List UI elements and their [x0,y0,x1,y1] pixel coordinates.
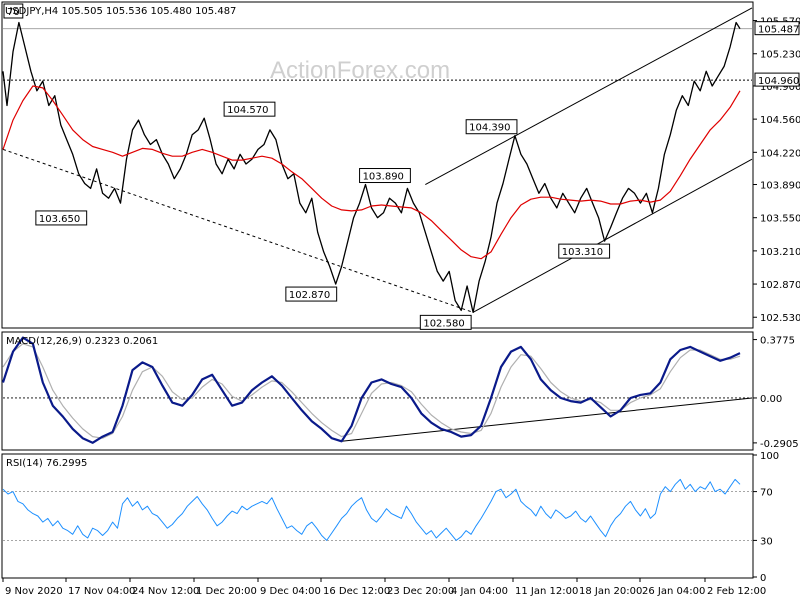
level-label-box [754,72,800,87]
time-tick-label: 11 Jan 12:00 [515,586,578,597]
price-tick-label: 105.230 [760,50,800,61]
annotation-box [558,243,611,259]
rsi-tick-label: 100 [760,451,779,462]
rsi-tick-label: 30 [760,536,773,547]
macd-line [1,336,741,444]
time-tick-label: 4 Jan 04:00 [451,586,508,597]
watermark: ActionForex.com [270,57,450,84]
time-tick-label: 2 Feb 12:00 [707,586,766,597]
macd-tick-label: 0.3775 [760,336,795,347]
rsi-tick-label: 0 [760,573,766,584]
trendline [472,158,753,313]
time-tick-label: 9 Nov 2020 [5,586,63,597]
price-axis: 105.570105.230104.900104.560104.220103.8… [753,17,800,324]
price-tick-label: 103.210 [760,247,800,258]
price-levels: 104.960 [3,28,800,87]
annotation-box [223,101,276,117]
price-tick-label: 103.890 [760,181,800,192]
annotation-box [419,314,472,330]
annotation-box [35,210,88,226]
annotation-label: 104.570 [227,105,268,116]
trendline [425,7,753,185]
last-price-marker: 105.487 [754,21,800,36]
macd-panel-frame [1,331,754,451]
annotation-label: 103.310 [562,247,603,258]
price-tick-label: 102.530 [760,313,800,324]
time-tick-label: 23 Dec 20:00 [387,586,454,597]
level-label: 104.960 [758,76,799,87]
price-tick-label: 104.560 [760,115,800,126]
rsi-tick-label: 70 [760,488,773,499]
time-tick-label: 26 Jan 04:00 [642,586,705,597]
rsi-layer: 100 70 30 0 [2,451,779,584]
macd-tick-label: -0.2905 [760,439,799,450]
time-tick-label: 16 Dec 12:00 [323,586,390,597]
macd-trendline [341,397,753,442]
price-panel-frame [1,1,754,329]
price-tick-label: 104.220 [760,148,800,159]
rsi-label: RSI(14) 76.2995 [6,458,87,469]
macd-layer: 0.3775 0.00 -0.2905 [1,336,799,450]
price-series [2,21,741,314]
rsi-panel-frame [1,453,754,579]
annotation-label: 102.870 [289,290,330,301]
time-tick-label: 1 Dec 20:00 [196,586,257,597]
moving-average-line [2,85,741,260]
annotation-label: 104.390 [469,123,510,134]
annotation-box [359,168,411,184]
ohlc-header: USDJPY,H4 105.505 105.536 105.480 105.48… [5,6,236,17]
price-line [2,21,741,314]
trendlines [2,7,753,313]
price-tick-label: 102.870 [760,280,800,291]
annotation-label: 102.580 [423,318,464,329]
time-tick-label: 18 Jan 20:00 [579,586,642,597]
annotation-box [465,119,518,135]
trendline [2,148,474,313]
time-tick-label: 17 Nov 04:00 [68,586,135,597]
annotation-box [285,286,338,302]
last-price-box [754,21,800,36]
macd-tick-label: 0.00 [760,394,782,405]
price-tick-label: 103.550 [760,214,800,225]
price-tick-label: 104.900 [760,82,800,93]
time-tick-label: 9 Dec 04:00 [260,586,321,597]
time-tick-label: 24 Nov 12:00 [132,586,199,597]
price-annotations: 103.650 104.570 102.870 103.890 102.580 104.3… [3,3,611,330]
last-price-label: 105.487 [758,25,799,36]
annotation-label: 103.650 [39,214,80,225]
macd-signal-line [2,343,741,439]
annotation-label: 70 [7,7,20,18]
annotation-box [3,3,24,19]
annotation-label: 103.890 [363,172,404,183]
macd-label: MACD(12,26,9) 0.2323 0.2061 [6,336,158,347]
rsi-line [2,478,741,541]
